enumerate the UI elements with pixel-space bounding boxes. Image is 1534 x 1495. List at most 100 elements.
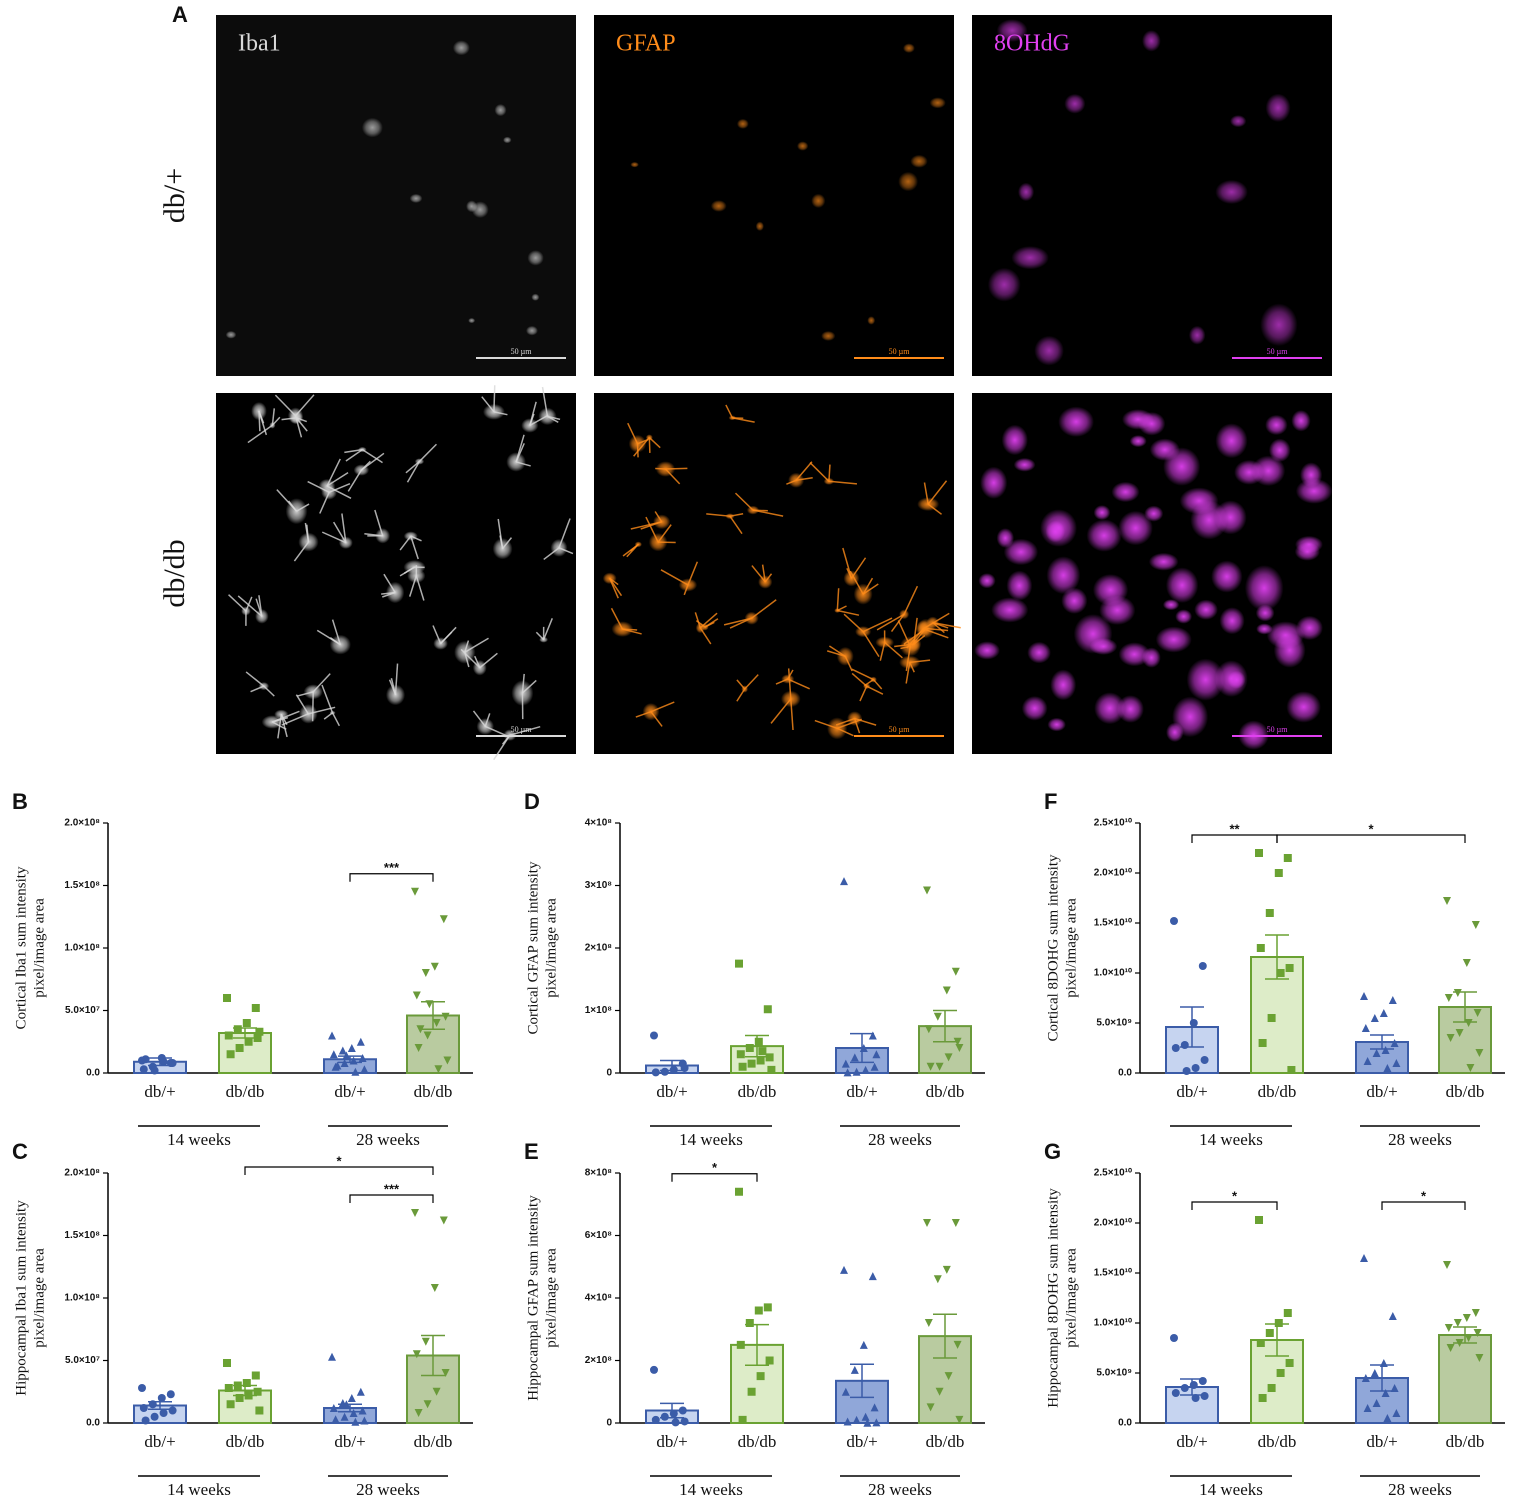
data-point: [765, 1356, 774, 1365]
data-point: [754, 1037, 763, 1046]
data-point: [680, 1417, 689, 1426]
cell-process: [464, 640, 470, 653]
cell-process: [321, 531, 347, 544]
data-point: [850, 1365, 859, 1374]
data-point: [159, 1057, 168, 1066]
cell-blob: [1186, 658, 1225, 701]
data-point: [861, 1065, 870, 1074]
cell-blob: [1190, 500, 1228, 540]
genotype-label: db/db: [158, 539, 191, 607]
data-point: [1274, 869, 1283, 877]
y-tick-label: 1.0×10¹⁰: [1094, 968, 1132, 979]
data-point: [1363, 1404, 1372, 1412]
cell-process: [770, 698, 792, 724]
cell-process: [862, 577, 874, 595]
cell-process: [464, 637, 489, 653]
data-point: [650, 1365, 658, 1374]
cell-process: [828, 464, 831, 482]
data-point: [253, 1387, 262, 1396]
cell-blob: [1046, 556, 1081, 595]
data-point: [843, 1417, 852, 1426]
data-point: [439, 915, 448, 924]
cell-process: [515, 434, 525, 463]
cell-process: [863, 678, 874, 687]
cell-blob: [974, 641, 1000, 660]
data-point: [1379, 1009, 1388, 1017]
data-point: [852, 1415, 861, 1424]
data-point: [852, 1067, 861, 1076]
cell-process: [543, 547, 560, 561]
y-tick-label: 1.5×10¹⁰: [1094, 918, 1132, 929]
error-bar: [1180, 1378, 1204, 1396]
cell-blob: [811, 193, 826, 209]
y-tick-label: 4×10⁸: [585, 818, 613, 829]
data-point: [754, 1306, 763, 1315]
x-tick-label: db/db: [1446, 1432, 1485, 1451]
data-point: [933, 1275, 942, 1284]
y-tick-label: 1.0×10⁸: [64, 1293, 100, 1304]
data-point: [1200, 1392, 1209, 1400]
cell-process: [911, 628, 927, 646]
data-point: [840, 1265, 848, 1274]
cell-process: [558, 547, 574, 555]
cell-blob: [1166, 722, 1184, 743]
cell-blob: [821, 330, 836, 341]
y-axis-label: Hippocampal Iba1 sum intensity: [13, 1200, 29, 1396]
cell-blob: [452, 40, 470, 56]
cell-blob: [1300, 462, 1323, 488]
error-bar: [1370, 1364, 1394, 1392]
cell-blob: [1144, 505, 1164, 522]
y-tick-label: 2.5×10¹⁰: [1094, 1168, 1132, 1179]
data-point: [150, 1066, 159, 1075]
data-point: [747, 1059, 756, 1068]
cell-process: [859, 685, 868, 702]
cell-blob: [1265, 414, 1288, 436]
data-point: [1381, 1389, 1390, 1397]
cell-process: [331, 619, 342, 645]
data-point: [870, 1403, 879, 1412]
cell-process: [547, 415, 559, 423]
data-point: [1267, 1014, 1276, 1022]
cell-blob: [1011, 246, 1049, 270]
data-point: [756, 1372, 765, 1381]
data-point: [1392, 1059, 1401, 1067]
y-tick-label: 3×10⁸: [585, 880, 613, 891]
micrograph: [594, 393, 954, 754]
cell-process: [925, 627, 949, 632]
data-point: [1464, 1334, 1473, 1342]
data-point: [1370, 1014, 1379, 1022]
cell-process: [274, 394, 297, 417]
cell-process: [281, 713, 309, 726]
cell-process: [694, 612, 702, 629]
y-tick-label: 2.5×10¹⁰: [1094, 818, 1132, 829]
cell-process: [493, 385, 496, 412]
cell-process: [879, 642, 886, 661]
group-label: 14 weeks: [679, 1130, 743, 1149]
cell-process: [729, 512, 744, 517]
data-point: [870, 1062, 879, 1071]
data-point: [738, 1415, 747, 1424]
data-point: [933, 1012, 942, 1021]
x-tick-label: db/db: [926, 1082, 965, 1101]
cell-process: [787, 678, 810, 690]
error-bar: [850, 1363, 874, 1399]
cell-process: [736, 679, 746, 690]
data-point: [430, 1284, 439, 1292]
cell-blob: [503, 136, 512, 144]
cell-process: [725, 404, 734, 419]
cell-process: [271, 408, 276, 426]
cell-process: [828, 480, 858, 485]
data-point: [1462, 1314, 1471, 1322]
panel-letter: D: [524, 789, 540, 814]
cell-process: [410, 535, 419, 560]
stain-label: GFAP: [616, 31, 676, 57]
cell-process: [687, 561, 699, 586]
data-point: [253, 1034, 262, 1042]
data-point: [1388, 1312, 1397, 1320]
cell-process: [521, 673, 525, 694]
cell-process: [905, 646, 911, 671]
data-point: [924, 1025, 933, 1034]
cell-process: [509, 725, 541, 736]
data-point: [763, 1303, 772, 1312]
cell-blob: [1211, 560, 1243, 593]
